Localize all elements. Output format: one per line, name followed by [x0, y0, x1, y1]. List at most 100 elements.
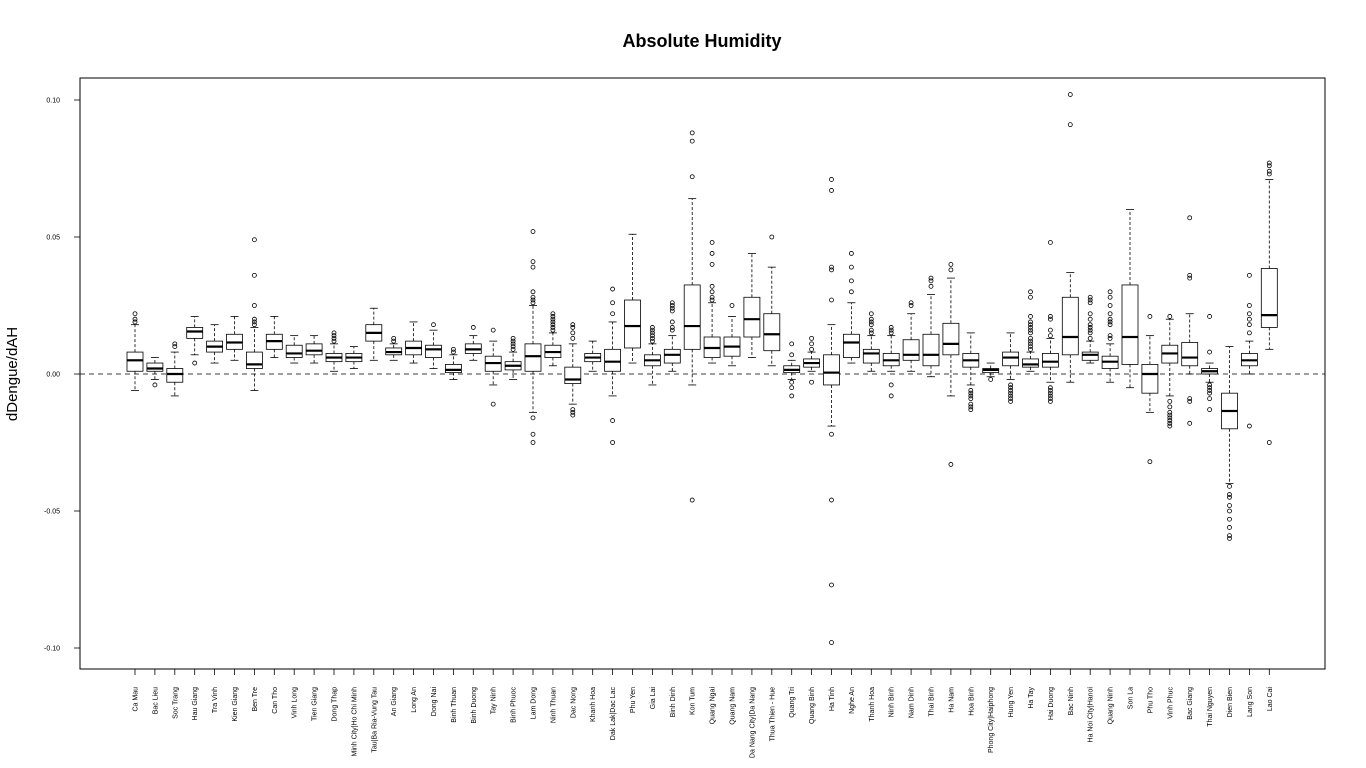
outlier-point: [1028, 314, 1033, 319]
x-tick-label: Ha Tinh: [829, 687, 836, 711]
outlier-point: [251, 237, 257, 243]
x-tick-label: Thanh Hoa: [869, 687, 876, 722]
outlier-point: [1207, 314, 1212, 319]
box-23: [564, 322, 582, 418]
outlier-point: [829, 267, 834, 273]
box-iqr: [1081, 351, 1099, 361]
box-27: [644, 325, 661, 386]
outlier-point: [1028, 335, 1033, 341]
outlier-point: [650, 325, 655, 330]
outlier-point: [968, 388, 974, 393]
x-tick-label: Bac Lieu: [152, 687, 159, 714]
x-tick-label: Kon Tum: [690, 687, 697, 715]
box-35: [803, 335, 820, 385]
outlier-point: [908, 300, 914, 306]
x-tick-label: Kien Giang: [232, 687, 239, 722]
box-iqr: [823, 354, 840, 386]
outlier-point: [689, 497, 695, 503]
outlier-point: [1087, 294, 1093, 300]
x-tick-label: Tay Ninh: [491, 687, 498, 714]
outlier-point: [550, 316, 556, 322]
outlier-point: [570, 409, 576, 415]
outlier-point: [1167, 398, 1173, 404]
outlier-point: [1167, 404, 1173, 410]
outlier-point: [530, 264, 536, 270]
box-38: [862, 311, 880, 372]
outlier-point: [1147, 459, 1153, 465]
outlier-point: [829, 431, 834, 437]
outlier-point: [490, 401, 496, 407]
outlier-point: [251, 316, 257, 322]
outlier-point: [550, 325, 556, 330]
box-7: [245, 237, 263, 391]
outlier-point: [968, 407, 974, 413]
x-tick-label: Vinh Phuc: [1167, 687, 1174, 719]
outlier-point: [1207, 382, 1212, 388]
outlier-point: [1107, 335, 1113, 341]
outlier-point: [1107, 303, 1113, 308]
box-3: [166, 341, 184, 397]
outlier-point: [1087, 335, 1093, 341]
outlier-point: [530, 415, 536, 421]
box-iqr: [564, 366, 582, 384]
x-axis: Ca Mau Bac Lieu Soc Trang Hau Giang Tra Vinh…: [133, 668, 1274, 758]
outlier-point: [1266, 160, 1272, 166]
box-57: [1241, 272, 1258, 429]
outlier-point: [829, 188, 834, 193]
outlier-point: [709, 261, 715, 267]
outlier-point: [709, 297, 715, 303]
outlier-point: [172, 344, 178, 350]
x-tick-label: Da Nang City|Da Nang: [749, 687, 756, 758]
outlier-point: [1087, 330, 1093, 336]
x-tick-label: Dak Lak|Dac Lac: [610, 687, 617, 741]
outlier-point: [1247, 423, 1252, 429]
x-tick-label: Long An: [411, 687, 418, 713]
box-6: [226, 316, 243, 361]
outlier-point: [1087, 327, 1093, 333]
outlier-point: [530, 431, 536, 437]
outlier-point: [610, 286, 615, 292]
box-55: [1201, 314, 1218, 413]
outlier-point: [1028, 338, 1033, 344]
box-5: [206, 324, 224, 364]
outlier-point: [1247, 330, 1252, 336]
x-tick-label: Ninh Thuan: [550, 687, 557, 723]
box-49: [1081, 294, 1099, 364]
outlier-point: [809, 341, 814, 347]
outlier-point: [152, 382, 158, 388]
outlier-point: [669, 319, 675, 325]
outlier-point: [868, 319, 874, 325]
box-iqr: [1042, 353, 1059, 368]
outlier-point: [1207, 385, 1212, 391]
outlier-point: [1167, 423, 1173, 429]
x-tick-label: Dong Nai: [431, 687, 438, 717]
x-tick-label: Phong City|Haiphong: [988, 687, 995, 753]
box-40: [902, 300, 920, 372]
box-iqr: [1141, 364, 1159, 394]
x-tick-label: Hoa Binh: [968, 687, 975, 716]
outlier-point: [1048, 396, 1053, 402]
outlier-point: [928, 278, 934, 284]
outlier-point: [1187, 398, 1193, 404]
x-tick-label: Gia Lai: [650, 687, 657, 710]
x-tick-label: Ben Tre: [252, 687, 259, 712]
outlier-point: [809, 335, 814, 341]
box-iqr: [604, 348, 621, 372]
box-33: [763, 234, 781, 367]
x-tick-label: Bac Giang: [1187, 687, 1194, 720]
outlier-point: [570, 407, 576, 413]
outlier-point: [510, 346, 516, 352]
outlier-point: [1187, 396, 1193, 402]
outlier-point: [689, 174, 695, 180]
outlier-point: [1048, 333, 1053, 339]
box-iqr: [186, 327, 204, 339]
outlier-point: [709, 294, 715, 300]
outlier-point: [1227, 483, 1232, 489]
box-15: [405, 321, 423, 364]
x-tick-label: Dien Bien: [1227, 687, 1234, 717]
outlier-point: [650, 330, 655, 336]
outlier-point: [829, 582, 834, 588]
outlier-point: [1187, 420, 1193, 426]
outlier-point: [829, 640, 834, 645]
outlier-point: [1207, 407, 1212, 413]
